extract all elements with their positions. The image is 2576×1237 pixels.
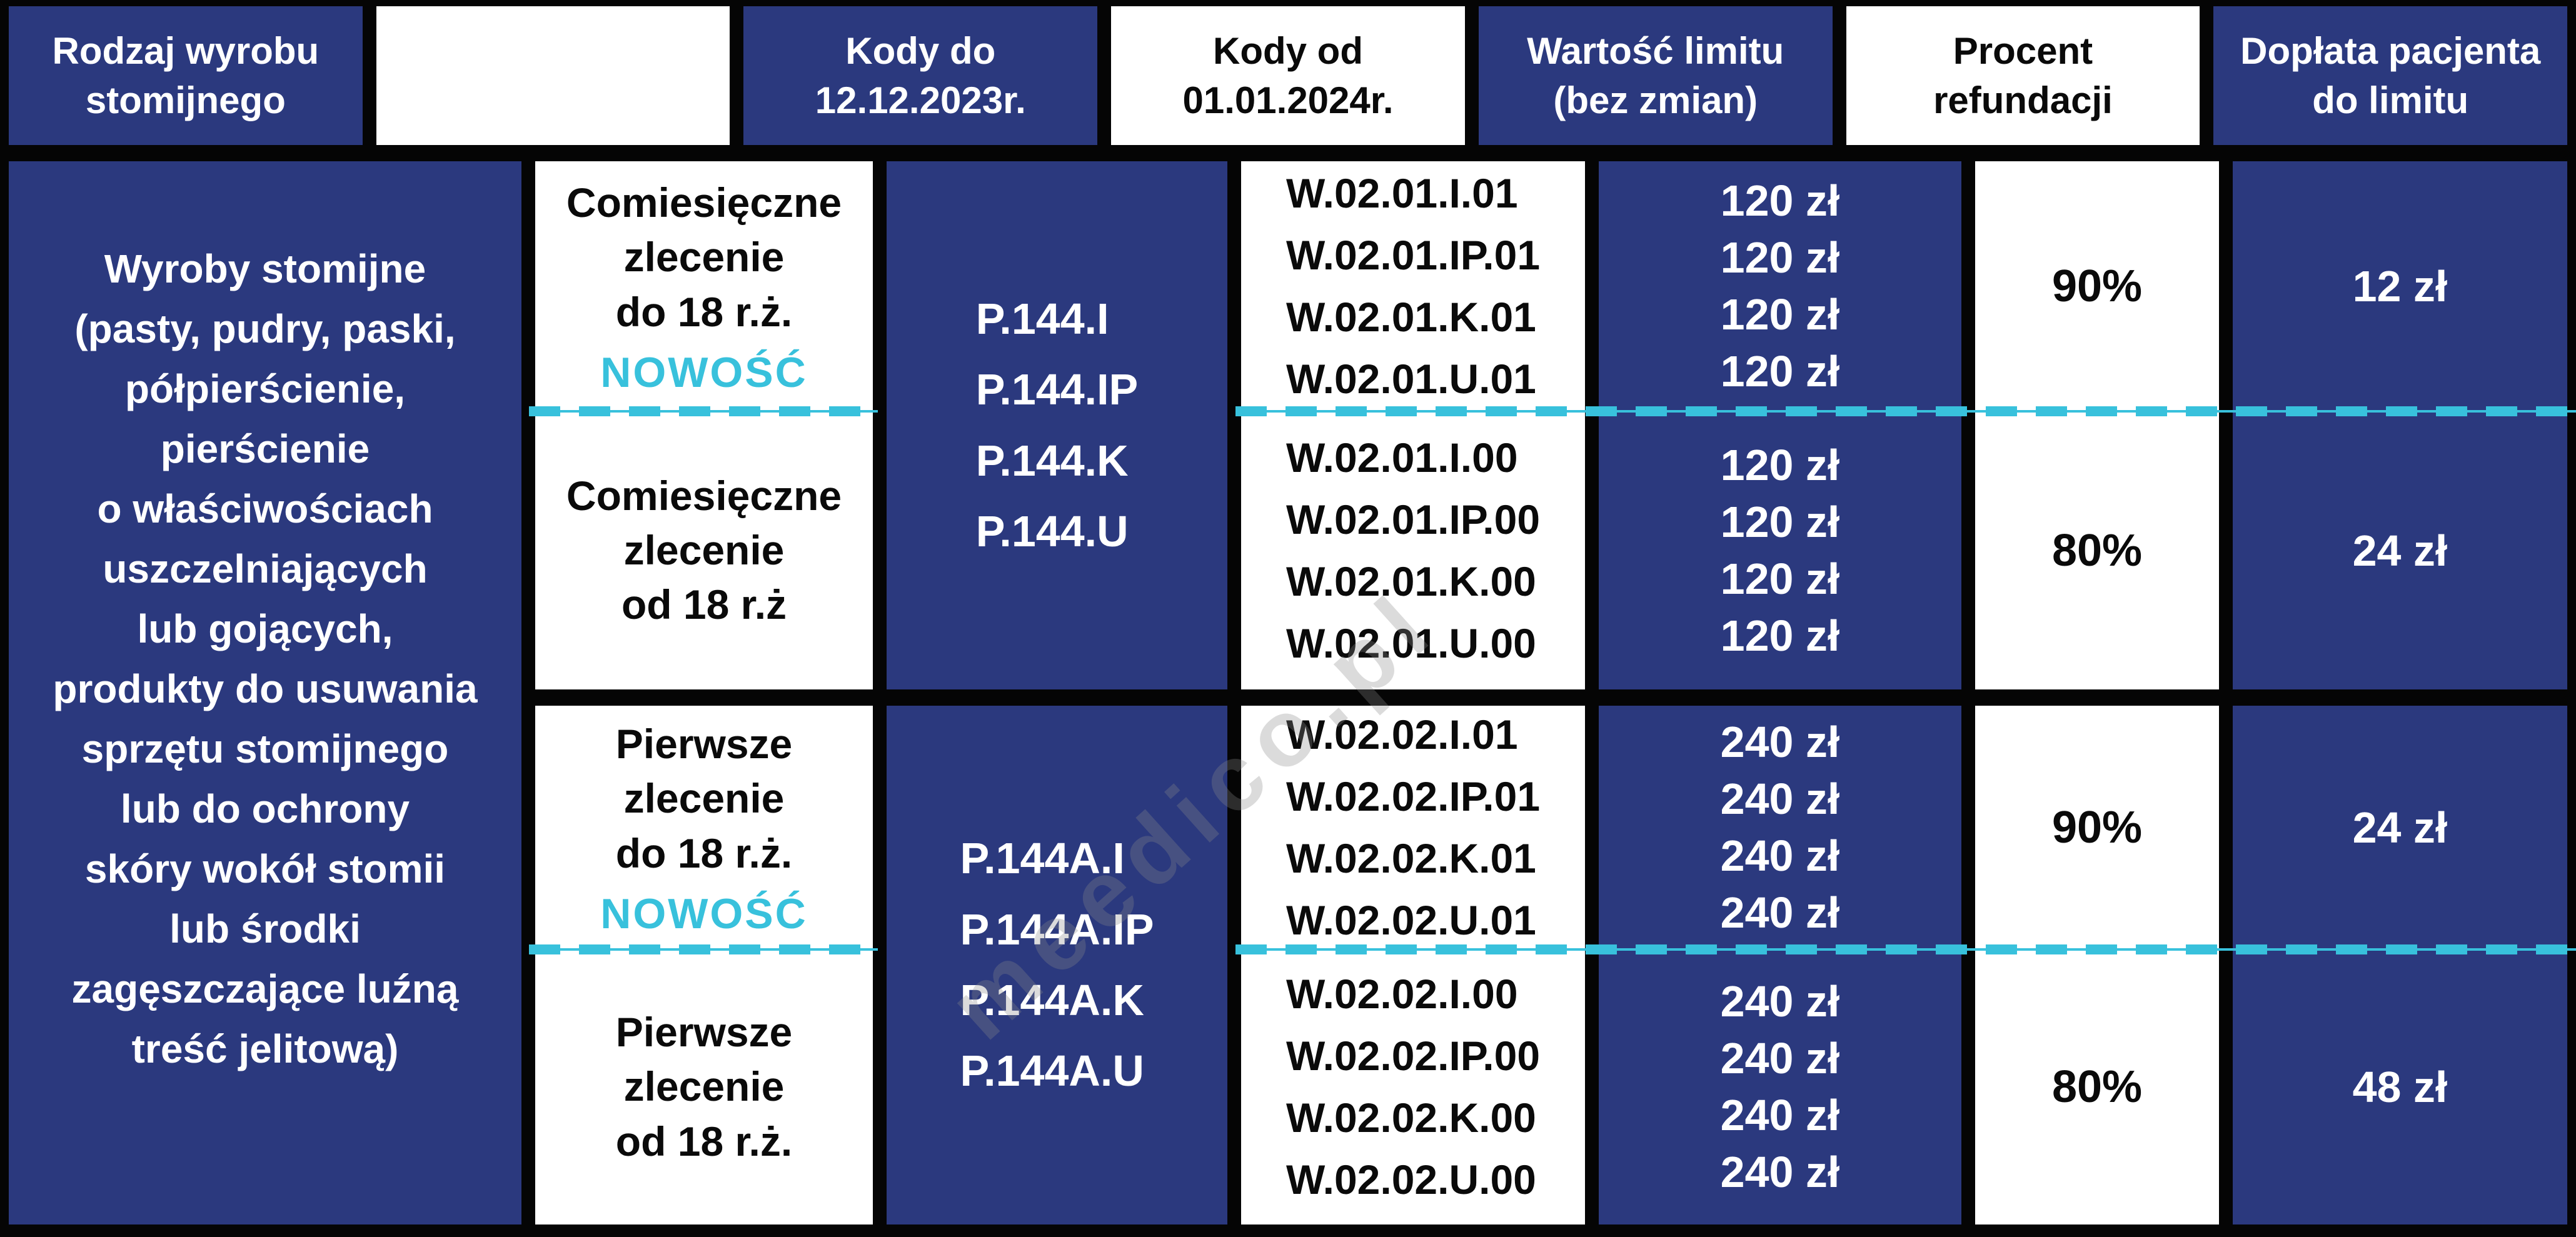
cell-copay-row2: 24 zł bbox=[2233, 411, 2567, 689]
cell-codes-from-row1: W.02.01.I.01 W.02.01.IP.01 W.02.01.K.01 … bbox=[1241, 161, 1585, 411]
cell-limit-values-row4: 240 zł 240 zł 240 zł 240 zł bbox=[1599, 949, 1961, 1224]
code-line: W.02.01.K.00 bbox=[1285, 558, 1536, 604]
limit-line: 120 zł bbox=[1720, 176, 1840, 225]
limit-values-list: 120 zł 120 zł 120 zł 120 zł bbox=[1721, 173, 1840, 400]
cell-refund-row2: 80% bbox=[1975, 411, 2219, 689]
code-line: W.02.01.U.01 bbox=[1285, 356, 1536, 402]
header-patient-copay: Dopłata pacjenta do limitu bbox=[2213, 6, 2568, 145]
group-divider bbox=[1975, 689, 2219, 706]
order-type-text: Pierwsze zlecenie do 18 r.ż. bbox=[615, 721, 793, 876]
table-body: Wyroby stomijne (pasty, pudry, paski, pó… bbox=[9, 161, 2576, 1224]
cell-order-type-row2: Comiesięczne zlecenie od 18 r.ż bbox=[535, 411, 873, 689]
cell-codes-from-row2: W.02.01.I.00 W.02.01.IP.00 W.02.01.K.00 … bbox=[1241, 411, 1585, 689]
limit-line: 240 zł bbox=[1720, 888, 1840, 937]
code-line: P.144.IP bbox=[975, 365, 1139, 414]
cell-limit-values-row1: 120 zł 120 zł 120 zł 120 zł bbox=[1599, 161, 1961, 411]
code-line: W.02.02.U.01 bbox=[1285, 897, 1536, 943]
limit-line: 240 zł bbox=[1720, 1091, 1840, 1139]
code-line: P.144.I bbox=[975, 294, 1109, 343]
cell-copay-row3: 24 zł bbox=[2233, 706, 2567, 949]
limit-values-list: 120 zł 120 zł 120 zł 120 zł bbox=[1721, 437, 1840, 664]
limit-line: 240 zł bbox=[1720, 1034, 1840, 1083]
badge-new: NOWOŚĆ bbox=[600, 889, 808, 938]
header-limit-value: Wartość limitu (bez zmian) bbox=[1478, 6, 1833, 145]
code-line: W.02.01.U.00 bbox=[1285, 619, 1536, 666]
cell-copay-row4: 48 zł bbox=[2233, 949, 2567, 1224]
group-divider bbox=[1241, 689, 1585, 706]
cell-order-type-row4: Pierwsze zlecenie od 18 r.ż. bbox=[535, 949, 873, 1224]
cell-copay-row1: 12 zł bbox=[2233, 161, 2567, 411]
header-order-type bbox=[376, 6, 730, 145]
code-line: W.02.02.K.01 bbox=[1285, 835, 1536, 881]
code-line: W.02.02.IP.00 bbox=[1285, 1033, 1541, 1079]
order-type-text: Comiesięczne zlecenie do 18 r.ż. bbox=[566, 179, 842, 335]
code-line: P.144A.K bbox=[960, 976, 1144, 1024]
limit-line: 240 zł bbox=[1720, 1148, 1840, 1196]
codes-from-list: W.02.02.I.01 W.02.02.IP.01 W.02.02.K.01 … bbox=[1286, 704, 1540, 951]
group-divider bbox=[2233, 689, 2567, 706]
code-line: P.144A.IP bbox=[960, 904, 1154, 954]
cell-refund-row1: 90% bbox=[1975, 161, 2219, 411]
cell-order-type-row1: Comiesięczne zlecenie do 18 r.ż. NOWOŚĆ bbox=[535, 161, 873, 411]
codes-until-list: P.144.I P.144.IP P.144.K P.144.U bbox=[976, 284, 1139, 568]
header-codes-until: Kody do 12.12.2023r. bbox=[743, 6, 1098, 145]
header-refund-percent: Procent refundacji bbox=[1846, 6, 2200, 145]
group-divider bbox=[1599, 689, 1961, 706]
codes-until-list: P.144A.I P.144A.IP P.144A.K P.144A.U bbox=[960, 823, 1154, 1107]
limit-line: 240 zł bbox=[1720, 831, 1840, 880]
limit-line: 120 zł bbox=[1720, 611, 1840, 660]
code-line: W.02.01.I.01 bbox=[1285, 170, 1518, 216]
codes-from-list: W.02.02.I.00 W.02.02.IP.00 W.02.02.K.00 … bbox=[1286, 963, 1540, 1211]
group-divider bbox=[535, 689, 873, 706]
code-line: P.144A.I bbox=[960, 834, 1125, 883]
cell-codes-until-group2: P.144A.I P.144A.IP P.144A.K P.144A.U bbox=[887, 706, 1227, 1224]
code-line: W.02.01.I.00 bbox=[1285, 434, 1518, 481]
order-type-text: Pierwsze zlecenie od 18 r.ż. bbox=[615, 1009, 793, 1164]
cell-codes-until-group1: P.144.I P.144.IP P.144.K P.144.U bbox=[887, 161, 1227, 689]
limit-line: 120 zł bbox=[1720, 554, 1840, 603]
cell-codes-from-row3: W.02.02.I.01 W.02.02.IP.01 W.02.02.K.01 … bbox=[1241, 706, 1585, 949]
cell-refund-row4: 80% bbox=[1975, 949, 2219, 1224]
header-product-type: Rodzaj wyrobu stomijnego bbox=[9, 6, 363, 145]
code-line: P.144A.U bbox=[960, 1046, 1144, 1096]
codes-from-list: W.02.01.I.01 W.02.01.IP.01 W.02.01.K.01 … bbox=[1286, 163, 1540, 410]
product-description: Wyroby stomijne (pasty, pudry, paski, pó… bbox=[53, 246, 478, 1071]
limit-line: 240 zł bbox=[1720, 977, 1840, 1026]
limit-values-list: 240 zł 240 zł 240 zł 240 zł bbox=[1721, 714, 1840, 941]
limit-line: 120 zł bbox=[1720, 290, 1840, 339]
code-line: W.02.02.IP.01 bbox=[1285, 773, 1541, 819]
limit-values-list: 240 zł 240 zł 240 zł 240 zł bbox=[1721, 973, 1840, 1201]
badge-new: NOWOŚĆ bbox=[600, 348, 808, 396]
header-codes-from: Kody od 01.01.2024r. bbox=[1111, 6, 1465, 145]
limit-line: 120 zł bbox=[1720, 497, 1840, 546]
code-line: P.144.K bbox=[975, 436, 1129, 485]
cell-product-description: Wyroby stomijne (pasty, pudry, paski, pó… bbox=[9, 161, 521, 1224]
code-line: W.02.02.K.00 bbox=[1285, 1094, 1536, 1141]
cell-refund-row3: 90% bbox=[1975, 706, 2219, 949]
code-line: W.02.01.IP.00 bbox=[1285, 496, 1541, 543]
cell-order-type-row3: Pierwsze zlecenie do 18 r.ż. NOWOŚĆ bbox=[535, 706, 873, 949]
code-line: W.02.01.K.01 bbox=[1285, 294, 1536, 340]
code-line: W.02.02.U.00 bbox=[1285, 1156, 1536, 1203]
codes-from-list: W.02.01.I.00 W.02.01.IP.00 W.02.01.K.00 … bbox=[1286, 427, 1540, 674]
code-line: W.02.01.IP.01 bbox=[1285, 232, 1541, 278]
cell-codes-from-row4: W.02.02.I.00 W.02.02.IP.00 W.02.02.K.00 … bbox=[1241, 949, 1585, 1224]
limit-line: 120 zł bbox=[1720, 347, 1840, 396]
limit-line: 240 zł bbox=[1720, 774, 1840, 823]
code-line: W.02.02.I.01 bbox=[1285, 711, 1518, 758]
cell-limit-values-row3: 240 zł 240 zł 240 zł 240 zł bbox=[1599, 706, 1961, 949]
limit-line: 240 zł bbox=[1720, 718, 1840, 766]
cell-limit-values-row2: 120 zł 120 zł 120 zł 120 zł bbox=[1599, 411, 1961, 689]
order-type-text: Comiesięczne zlecenie od 18 r.ż bbox=[566, 472, 842, 628]
code-line: W.02.02.I.00 bbox=[1285, 971, 1518, 1017]
limit-line: 120 zł bbox=[1720, 233, 1840, 282]
code-line: P.144.U bbox=[975, 506, 1129, 556]
header-divider bbox=[9, 145, 2567, 161]
table-header-row: Rodzaj wyrobu stomijnego Kody do 12.12.2… bbox=[9, 6, 2568, 145]
limit-line: 120 zł bbox=[1720, 440, 1840, 489]
group-divider bbox=[887, 689, 1227, 706]
